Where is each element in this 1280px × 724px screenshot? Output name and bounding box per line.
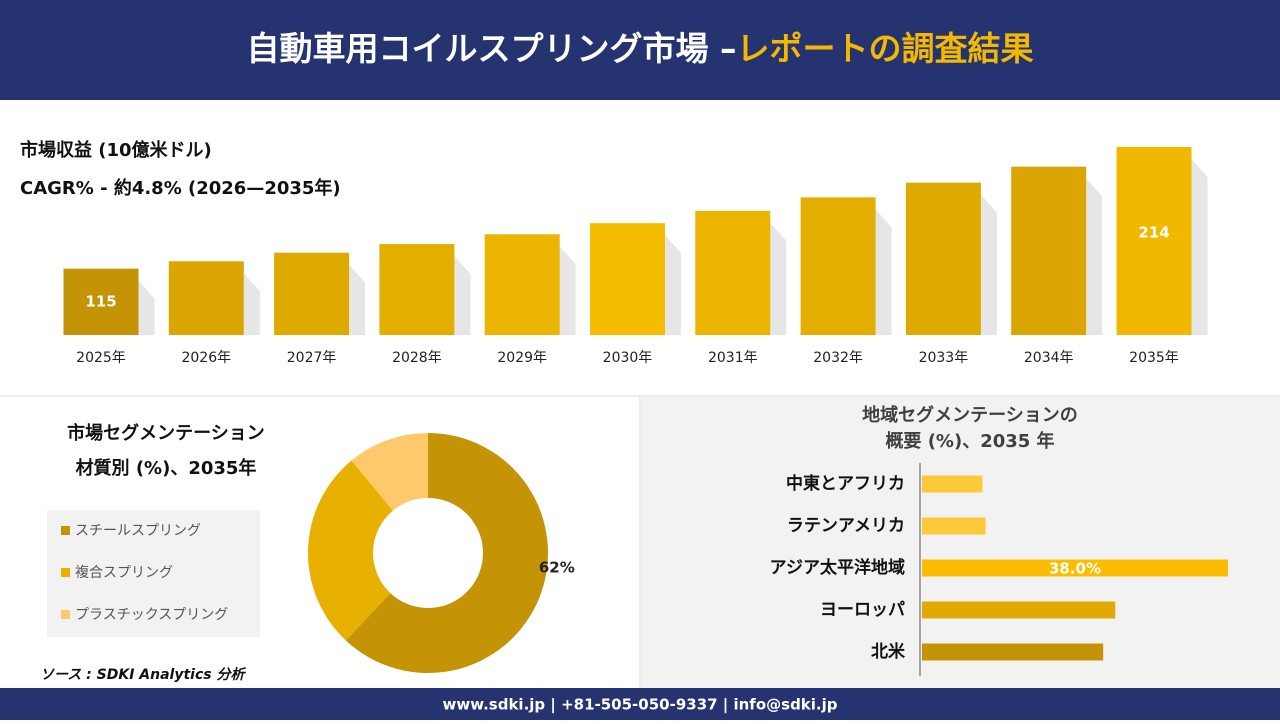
hbar-subtitle: 概要 (%)、2035 年 (885, 430, 1054, 452)
bar (695, 210, 771, 335)
y-tick-label: 中東とアフリカ (786, 473, 905, 494)
hbar-title: 地域セグメンテーションの (862, 404, 1078, 426)
value-label: 214 (1138, 224, 1169, 242)
x-tick-label: 2030年 (603, 350, 653, 366)
bar-shadow (454, 256, 471, 335)
legend-swatch (61, 568, 70, 577)
legend-swatch (61, 610, 70, 619)
title-main: 自動車用コイルスプリング市場 – (247, 29, 737, 68)
value-label: 62% (539, 559, 575, 577)
x-tick-label: 2032年 (813, 350, 863, 366)
bar (922, 601, 1116, 619)
footer-contact: www.sdki.jp | +81-505-050-9337 | info@sd… (442, 696, 837, 715)
legend-label: プラスチックスプリング (75, 607, 228, 623)
bar-shadow (243, 273, 260, 335)
bar-shadow (559, 246, 576, 335)
donut-subtitle: 材質別 (%)、2035年 (76, 457, 257, 479)
bar-shadow (349, 264, 366, 335)
donut-title: 市場セグメンテーション (67, 422, 265, 444)
legend-swatch (61, 526, 70, 535)
x-tick-label: 2033年 (919, 350, 969, 366)
x-tick-label: 2034年 (1024, 350, 1074, 366)
value-label: 38.0% (1049, 560, 1101, 578)
source: ソース : SDKI Analytics 分析 (40, 666, 246, 683)
donut-slice (351, 433, 428, 511)
y-tick-label: ラテンアメリカ (787, 516, 905, 536)
bar (800, 197, 876, 335)
donut-slice (345, 433, 549, 674)
legend-label: 複合スプリング (75, 564, 173, 581)
x-tick-label: 2035年 (1129, 350, 1179, 366)
x-tick-label: 2028年 (392, 350, 442, 366)
bar-shadow (875, 209, 892, 335)
bar (590, 223, 665, 335)
bar-shadow (980, 194, 997, 335)
x-tick-label: 2029年 (497, 350, 547, 366)
bar-shadow (770, 222, 787, 335)
bar-shadow (665, 235, 681, 335)
value-label: 115 (85, 292, 116, 310)
bar (274, 252, 350, 335)
bar (379, 244, 455, 335)
header-title: 自動車用コイルスプリング市場 –レポートの調査結果 (247, 29, 1034, 68)
x-tick-label: 2031年 (708, 350, 758, 366)
y-tick-label: 北米 (871, 641, 906, 662)
y-tick-label: ヨーロッパ (820, 600, 905, 620)
donut-slice (308, 460, 393, 641)
bar-shadow (1086, 178, 1103, 335)
x-tick-label: 2027年 (287, 350, 337, 366)
footer-band (0, 688, 1280, 720)
bar (922, 475, 983, 493)
x-tick-label: 2025年 (76, 350, 126, 366)
header-band (0, 0, 1280, 100)
bar (1116, 147, 1192, 335)
bar (922, 643, 1104, 661)
bar (922, 517, 986, 535)
bar-shadow (1191, 159, 1208, 335)
legend-box (47, 510, 260, 637)
bar (922, 559, 1228, 577)
x-tick-label: 2026年 (181, 350, 231, 366)
bar-shadow (138, 280, 155, 335)
region-panel (641, 397, 1280, 688)
bar-title: 市場収益 (10億米ドル) (20, 139, 212, 161)
bar (63, 268, 139, 335)
bar-subtitle: CAGR% - 約4.8% (2026—2035年) (20, 177, 341, 199)
y-tick-label: アジア太平洋地域 (770, 557, 905, 578)
bar (168, 261, 244, 335)
bar (484, 234, 560, 335)
bar (1011, 166, 1087, 335)
legend-label: スチールスプリング (75, 523, 201, 539)
title-highlight: レポートの調査結果 (737, 29, 1034, 68)
bar (905, 182, 981, 335)
